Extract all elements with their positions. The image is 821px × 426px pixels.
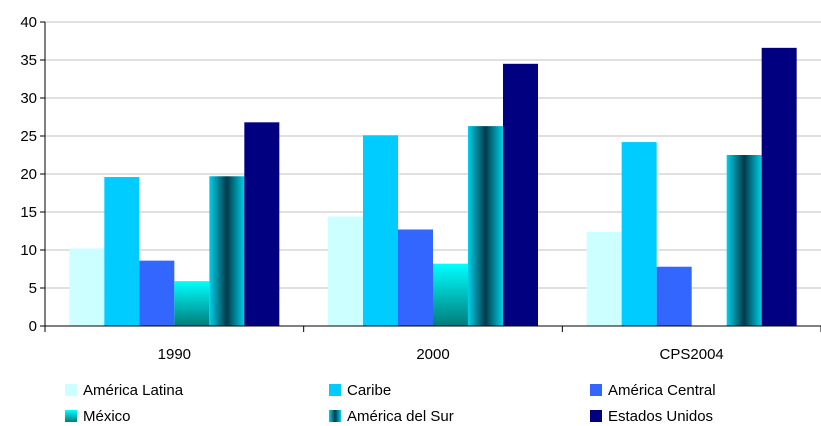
bar	[174, 281, 210, 326]
bar	[761, 47, 797, 327]
legend-item: México	[65, 406, 131, 426]
y-tick-label: 20	[20, 166, 37, 183]
bar	[209, 176, 245, 326]
legend-item: América Latina	[65, 380, 183, 400]
bar	[244, 122, 280, 326]
y-tick-label: 10	[20, 242, 37, 259]
bar	[656, 266, 692, 326]
legend-swatch	[590, 384, 602, 396]
y-tick-label: 5	[29, 280, 37, 297]
legend-label: México	[83, 407, 131, 425]
legend-label: América del Sur	[347, 407, 454, 425]
bar	[586, 231, 622, 326]
x-tick-label: CPS2004	[660, 346, 724, 363]
y-tick-labels: 0 5 10 15 20 25 30 35 40	[20, 14, 37, 335]
legend-item: Estados Unidos	[590, 406, 713, 426]
legend-swatch	[65, 384, 77, 396]
legend-item: Caribe	[329, 380, 391, 400]
bar	[621, 142, 657, 326]
legend-item: América Central	[590, 380, 716, 400]
bar	[433, 263, 468, 326]
y-tick-label: 40	[20, 14, 37, 31]
x-tick-label: 2000	[416, 346, 449, 363]
bar	[398, 229, 433, 326]
legend: América Latina Caribe América Central Méxic…	[0, 374, 821, 426]
legend-label: Estados Unidos	[608, 407, 714, 425]
gridlines	[45, 21, 821, 289]
legend-swatch	[65, 410, 77, 422]
legend-item: América del Sur	[329, 406, 454, 426]
bar	[503, 63, 538, 327]
x-tick-label: 1990	[158, 346, 191, 363]
legend-swatch	[329, 384, 341, 396]
y-tick-label: 15	[20, 204, 37, 221]
legend-swatch	[590, 410, 602, 422]
bars	[69, 47, 797, 327]
legend-label: América Central	[608, 381, 716, 399]
legend-swatch	[329, 410, 341, 422]
y-tick-label: 35	[20, 52, 37, 69]
y-tick-label: 0	[29, 318, 37, 335]
x-tick-labels: 1990 2000 CPS2004	[158, 346, 724, 363]
y-tick-label: 25	[20, 128, 37, 145]
axes	[40, 21, 821, 332]
bar	[69, 248, 105, 326]
bar	[468, 126, 503, 327]
bar-chart: 0 5 10 15 20 25 30 35 40 1990 2000 CPS2004	[20, 14, 821, 363]
bar	[726, 155, 762, 326]
legend-label: América Latina	[83, 381, 184, 399]
y-tick-label: 30	[20, 90, 37, 107]
bar	[363, 135, 398, 326]
legend-label: Caribe	[347, 381, 392, 399]
bar	[328, 216, 363, 326]
bar	[139, 260, 175, 326]
bar	[104, 177, 140, 326]
